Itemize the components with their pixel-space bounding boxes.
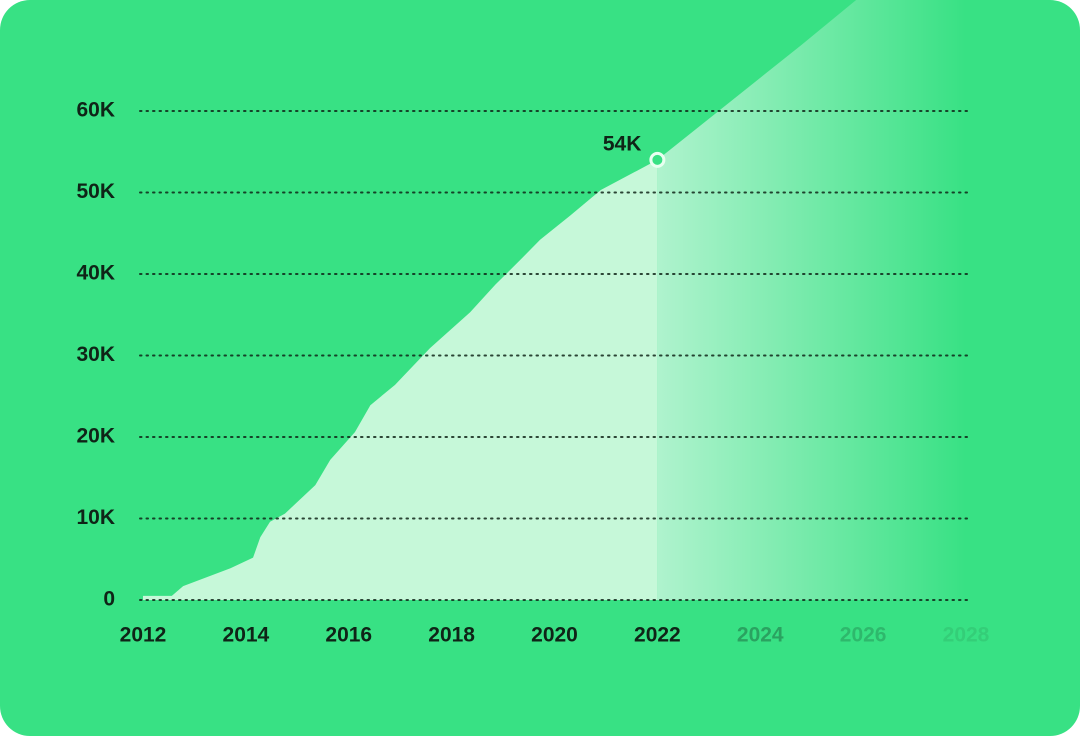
x-tick-label: 2022 [634, 624, 681, 647]
annotation-label: 54K [603, 132, 642, 155]
y-tick-label: 50K [76, 180, 115, 203]
x-tick-label: 2012 [120, 624, 167, 647]
x-tick-label: 2028 [943, 624, 990, 647]
annotation-marker [649, 151, 666, 168]
x-tick-label: 2014 [223, 624, 270, 647]
x-tick-label: 2026 [840, 624, 887, 647]
projection-area [657, 0, 966, 600]
x-tick-label: 2016 [325, 624, 372, 647]
y-tick-label: 60K [76, 99, 115, 122]
y-tick-label: 40K [76, 262, 115, 285]
x-tick-label: 2020 [531, 624, 578, 647]
y-tick-label: 30K [76, 343, 115, 366]
x-tick-label: 2024 [737, 624, 784, 647]
x-tick-label: 2018 [428, 624, 475, 647]
y-tick-label: 0 [103, 588, 115, 611]
y-tick-label: 10K [76, 506, 115, 529]
y-tick-label: 20K [76, 425, 115, 448]
actual-area [143, 159, 658, 600]
